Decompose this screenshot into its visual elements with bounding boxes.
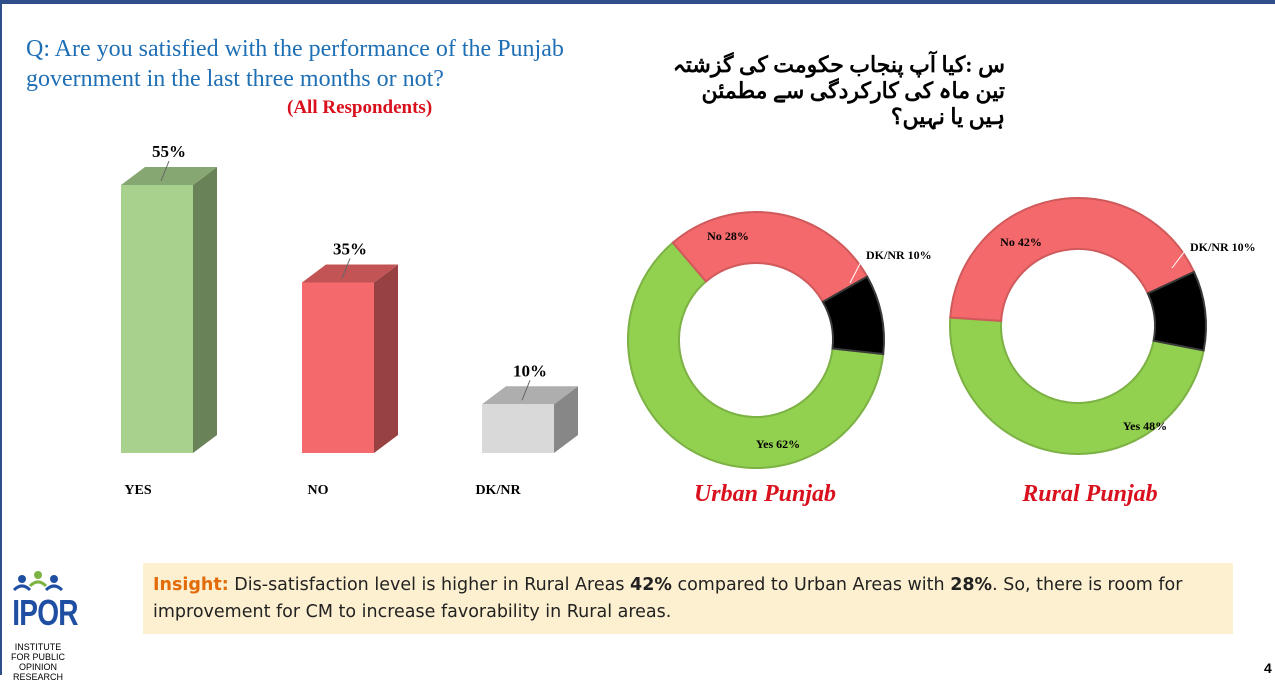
bar-dknr <box>482 404 554 453</box>
insight-text-3: . So, there is room for improvement for … <box>153 575 1183 622</box>
logo-line-1: INSTITUTE <box>14 642 62 652</box>
bar-category-label: DK/NR <box>475 483 521 498</box>
urban-slice-yes <box>627 241 885 469</box>
insight-text-1: Dis-satisfaction level is higher in Rura… <box>228 575 631 595</box>
urban-chart-title: Urban Punjab <box>693 481 837 507</box>
insight-label: Insight: <box>153 575 229 595</box>
bar-value-label: 10% <box>513 361 547 380</box>
urban-dknr-leader <box>849 255 865 284</box>
bar-value-label: 55% <box>152 142 186 161</box>
rural-chart-title: Rural Punjab <box>1022 481 1158 507</box>
logo-line-2: FOR PUBLIC <box>10 652 65 662</box>
top-border <box>0 0 1275 4</box>
bar-value-label: 35% <box>333 239 367 258</box>
insight-box: Insight: Dis-satisfaction level is highe… <box>143 563 1233 634</box>
urban-slice-dknr <box>821 275 885 356</box>
insight-value-rural: 42% <box>630 575 672 595</box>
chart-subtitle: (All Respondents) <box>287 97 433 118</box>
urban-slice-no <box>671 211 869 304</box>
bar-top-yes <box>121 167 217 185</box>
rural-slice-yes <box>949 316 1205 455</box>
rural-label-dknr: DK/NR 10% <box>1190 240 1256 254</box>
bar-label-leader <box>521 380 531 401</box>
rural-label-no: No 42% <box>1000 235 1042 249</box>
rural-slice-dknr <box>1146 270 1207 352</box>
question-english: Q: Are you satisfied with the performanc… <box>26 36 564 92</box>
left-border <box>0 4 2 675</box>
bar-category-label: NO <box>308 483 329 498</box>
bar-label-leader <box>160 160 170 182</box>
logo-line-4: RESEARCH <box>12 672 63 682</box>
logo-wordmark: IPOR <box>12 592 78 633</box>
bar-no <box>302 282 374 453</box>
urban-label-no: No 28% <box>707 229 749 243</box>
people-icon <box>12 571 64 592</box>
insight-value-urban: 28% <box>950 575 993 595</box>
urban-label-dknr: DK/NR 10% <box>866 248 932 262</box>
rural-label-yes: Yes 48% <box>1123 419 1167 433</box>
chart-canvas: 55% YES 35% NO 10% DK/NR Yes 62% No 28% DK/NR 10… <box>121 142 1256 498</box>
insight-text-2: compared to Urban Areas with <box>671 575 951 595</box>
logo-line-3: OPINION <box>18 662 57 672</box>
bar-side-no <box>374 264 398 453</box>
bar-top-dknr <box>482 386 578 405</box>
bar-side-yes <box>193 167 217 453</box>
question-urdu: س :کیا آپ پنجاب حکومت کی گزشتہ تین ماہ ک… <box>672 52 1005 129</box>
bar-label-leader <box>341 258 351 279</box>
rural-slice-no <box>949 197 1196 322</box>
logo-subtitle: INSTITUTE FOR PUBLIC OPINION RESEARCH <box>3 642 73 682</box>
bar-top-no <box>302 264 398 283</box>
urban-label-yes: Yes 62% <box>756 437 800 451</box>
page-number: 4 <box>1264 660 1272 676</box>
bar-yes <box>121 185 193 453</box>
bar-side-dknr <box>554 386 578 453</box>
rural-dknr-leader <box>1171 246 1189 269</box>
ipor-logo: IPOR INSTITUTE FOR PUBLIC OPINION RESEAR… <box>3 570 79 682</box>
bar-category-label: YES <box>124 483 151 498</box>
